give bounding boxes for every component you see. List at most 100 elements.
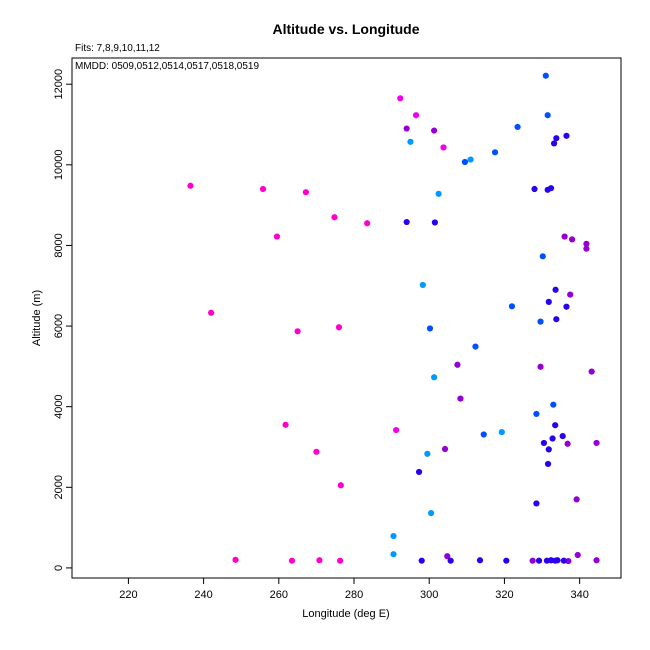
x-tick-label: 340 [570,589,588,601]
data-point [288,557,296,564]
data-point [431,374,438,381]
data-point [428,510,435,517]
data-point [424,450,431,457]
data-point [418,557,425,564]
data-point [316,557,323,564]
data-point [564,440,571,447]
chart-title: Altitude vs. Longitude [273,21,420,37]
data-point [545,446,552,453]
data-point [444,553,451,560]
data-point [447,557,454,564]
data-point [313,448,320,455]
x-tick-label: 260 [270,589,288,601]
data-point [403,125,410,132]
data-point [498,428,505,436]
data-point [208,309,215,316]
data-point [457,395,464,402]
data-point [559,433,566,440]
data-point [540,439,548,447]
data-point [397,95,404,102]
data-point [561,233,568,240]
data-point [503,557,510,564]
data-point [390,551,397,558]
data-point [565,557,572,565]
data-point [537,318,544,325]
data-point [454,361,461,368]
data-point [552,422,559,429]
data-point [294,328,301,335]
data-point [393,426,400,434]
y-tick-label: 10000 [53,150,65,181]
data-point [476,557,484,564]
data-point [407,138,414,145]
data-point [491,149,499,156]
data-point [537,363,544,370]
data-point [364,220,371,227]
data-point [441,445,449,453]
data-point [552,286,559,293]
data-point [282,421,289,428]
data-point [415,468,423,476]
data-point [472,343,479,350]
data-point [567,291,574,298]
data-point [539,253,546,260]
x-tick-label: 280 [345,589,363,601]
x-tick-label: 300 [420,589,438,601]
data-point [302,189,309,196]
data-point [412,112,420,119]
data-point [547,185,555,192]
data-point [426,325,434,332]
data-point [514,123,521,131]
data-point [337,557,344,564]
data-point [544,112,551,119]
data-point [403,218,410,226]
data-point [583,240,590,247]
data-point [563,132,570,139]
data-point [331,214,338,221]
x-axis: 220 240 260 280 300 320 340 [119,578,589,601]
x-tick-label: 220 [119,589,137,601]
y-tick-label: 8000 [53,233,65,257]
x-tick-label: 320 [495,589,513,601]
mmdd-annotation: MMDD: 0509,0512,0514,0517,0518,0519 [75,61,259,72]
data-point [574,551,581,559]
data-point [480,431,487,438]
y-tick-label: 0 [53,565,65,571]
data-point [593,557,600,564]
data-point [533,410,540,418]
data-point [232,556,239,563]
y-axis: 0 2000 4000 6000 8000 10000 12000 [53,69,72,571]
x-tick-label: 240 [194,589,212,601]
data-point [545,298,552,305]
data-point [535,557,543,564]
data-point [588,368,595,375]
data-point [569,236,576,243]
data-point [531,185,538,193]
data-point [593,439,600,447]
data-point [542,72,549,79]
data-point [529,557,536,564]
y-tick-label: 2000 [53,475,65,499]
data-point [187,182,194,189]
data-point [431,219,438,226]
data-point [544,460,552,468]
data-point [431,127,438,134]
data-point [419,281,426,289]
data-point [533,500,540,507]
data-point [461,158,469,166]
data-point [435,190,442,197]
x-axis-label: Longitude (deg E) [302,608,389,620]
y-tick-label: 12000 [53,69,65,100]
data-point [573,496,580,503]
data-point [553,135,560,142]
y-axis-label: Altitude (m) [31,290,43,346]
data-point [467,156,474,163]
fits-annotation: Fits: 7,8,9,10,11,12 [75,43,160,54]
y-tick-label: 6000 [53,314,65,338]
data-point [550,401,557,408]
data-point [508,303,516,310]
data-point [273,233,281,240]
data-point [560,557,567,564]
data-point [553,316,560,323]
